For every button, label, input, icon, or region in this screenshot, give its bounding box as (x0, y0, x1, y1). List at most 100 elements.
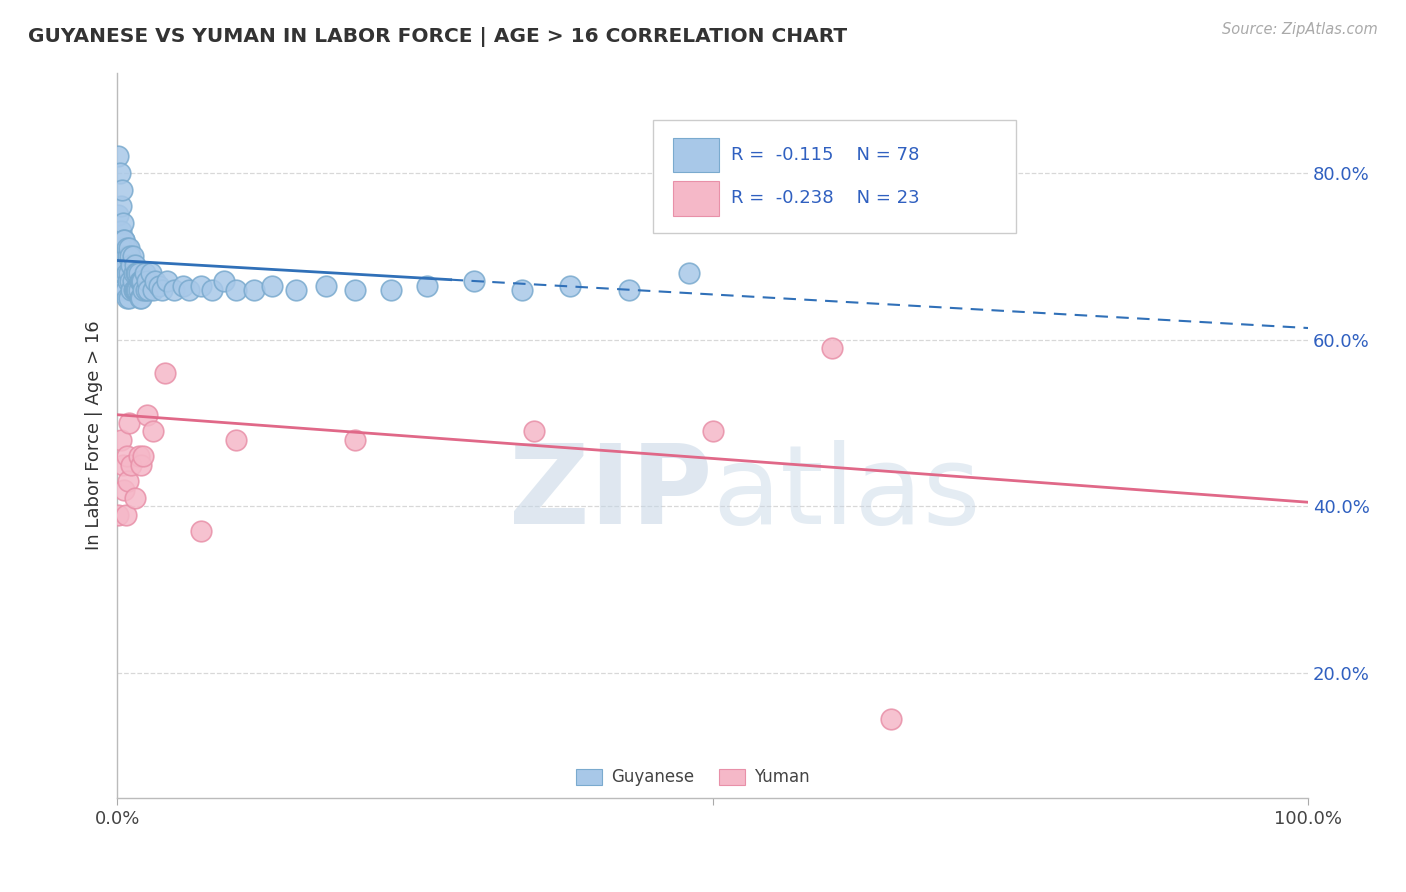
Point (112, 266, 135, 280)
Point (136, 283, 159, 297)
Point (115, 241, 138, 255)
Point (131, 274, 153, 288)
Point (121, 258, 143, 272)
Point (112, 249, 135, 263)
Point (143, 274, 166, 288)
Point (142, 283, 165, 297)
Point (225, 433, 247, 447)
Point (416, 278, 439, 293)
Point (121, 249, 143, 263)
Bar (673, 137, 718, 172)
Point (115, 266, 138, 280)
Point (129, 291, 152, 305)
Point (118, 266, 141, 280)
Point (190, 524, 212, 539)
Text: R =  -0.238    N = 23: R = -0.238 N = 23 (731, 189, 920, 208)
Point (132, 283, 155, 297)
Text: Guyanese: Guyanese (612, 768, 695, 786)
Point (136, 274, 159, 288)
Point (380, 283, 402, 297)
Point (110, 224, 132, 238)
Point (112, 483, 135, 497)
Point (114, 508, 136, 522)
Point (702, 425, 724, 439)
Point (107, 208, 129, 222)
Point (115, 450, 138, 464)
Point (128, 283, 150, 297)
Point (344, 433, 367, 447)
Point (148, 278, 170, 293)
Point (108, 166, 131, 180)
Point (110, 433, 132, 447)
Point (619, 283, 641, 297)
Point (128, 274, 150, 288)
Point (111, 183, 134, 197)
Y-axis label: In Labor Force | Age > 16: In Labor Force | Age > 16 (86, 321, 103, 550)
Point (127, 266, 149, 280)
Bar (718, 769, 745, 785)
Point (110, 258, 132, 272)
Point (132, 450, 155, 464)
Point (214, 274, 236, 288)
Point (112, 233, 135, 247)
Point (523, 425, 546, 439)
Point (121, 283, 143, 297)
Point (122, 283, 145, 297)
Point (125, 266, 148, 280)
Point (172, 278, 194, 293)
Point (135, 283, 157, 297)
Point (114, 283, 136, 297)
Point (121, 458, 143, 472)
Point (190, 278, 212, 293)
Text: GUYANESE VS YUMAN IN LABOR FORCE | AGE > 16 CORRELATION CHART: GUYANESE VS YUMAN IN LABOR FORCE | AGE >… (28, 27, 848, 46)
Point (125, 283, 148, 297)
Point (225, 283, 247, 297)
Text: Yuman: Yuman (755, 768, 810, 786)
Point (136, 408, 159, 422)
Point (117, 475, 139, 489)
Bar (575, 769, 602, 785)
Point (177, 283, 200, 297)
Point (111, 274, 134, 288)
Point (114, 258, 136, 272)
Point (122, 266, 145, 280)
Point (120, 274, 142, 288)
Point (315, 278, 337, 293)
Point (121, 274, 143, 288)
Point (129, 458, 152, 472)
Point (128, 266, 150, 280)
Point (112, 283, 135, 297)
Point (510, 283, 533, 297)
Point (117, 249, 139, 263)
Point (201, 283, 224, 297)
Point (117, 274, 139, 288)
Point (880, 712, 903, 726)
Point (112, 233, 135, 247)
Point (134, 266, 156, 280)
Point (107, 508, 129, 522)
Point (114, 249, 136, 263)
Point (128, 291, 150, 305)
Point (111, 241, 134, 255)
Point (344, 283, 367, 297)
Text: Source: ZipAtlas.com: Source: ZipAtlas.com (1222, 22, 1378, 37)
Point (112, 458, 135, 472)
Point (558, 278, 581, 293)
Text: R =  -0.115    N = 78: R = -0.115 N = 78 (731, 146, 920, 164)
Point (163, 283, 186, 297)
Point (128, 450, 150, 464)
Point (260, 278, 283, 293)
Point (284, 283, 307, 297)
Point (118, 241, 141, 255)
Point (124, 491, 146, 505)
Point (107, 149, 129, 163)
Point (127, 283, 149, 297)
Point (115, 291, 138, 305)
Text: atlas: atlas (713, 440, 981, 547)
Point (110, 199, 132, 213)
Point (124, 258, 146, 272)
Point (153, 366, 176, 380)
Point (243, 283, 266, 297)
Point (120, 249, 142, 263)
Text: ZIP: ZIP (509, 440, 713, 547)
